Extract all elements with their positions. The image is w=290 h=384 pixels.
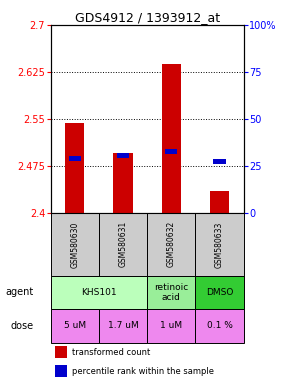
Text: 1.7 uM: 1.7 uM <box>108 321 138 330</box>
FancyBboxPatch shape <box>147 309 195 343</box>
Bar <box>162 64 181 213</box>
Text: KHS101: KHS101 <box>81 288 117 297</box>
FancyBboxPatch shape <box>99 309 147 343</box>
Bar <box>165 149 177 154</box>
Text: retinoic
acid: retinoic acid <box>154 283 188 302</box>
FancyBboxPatch shape <box>147 213 195 276</box>
Bar <box>55 346 67 358</box>
FancyBboxPatch shape <box>99 213 147 276</box>
Bar <box>69 156 81 161</box>
FancyBboxPatch shape <box>195 276 244 309</box>
Text: agent: agent <box>6 287 34 297</box>
Bar <box>210 191 229 213</box>
Text: 1 uM: 1 uM <box>160 321 182 330</box>
Text: GSM580632: GSM580632 <box>167 221 176 268</box>
Text: percentile rank within the sample: percentile rank within the sample <box>72 367 214 376</box>
Text: GSM580631: GSM580631 <box>119 221 128 268</box>
Text: GSM580633: GSM580633 <box>215 221 224 268</box>
Text: GSM580630: GSM580630 <box>70 221 79 268</box>
Bar <box>213 159 226 164</box>
Bar <box>113 154 133 213</box>
Bar <box>65 123 84 213</box>
FancyBboxPatch shape <box>51 309 99 343</box>
FancyBboxPatch shape <box>51 276 147 309</box>
Text: transformed count: transformed count <box>72 348 150 357</box>
Text: DMSO: DMSO <box>206 288 233 297</box>
Bar <box>117 153 129 157</box>
FancyBboxPatch shape <box>195 309 244 343</box>
Title: GDS4912 / 1393912_at: GDS4912 / 1393912_at <box>75 11 220 24</box>
Text: 5 uM: 5 uM <box>64 321 86 330</box>
FancyBboxPatch shape <box>147 276 195 309</box>
Text: 0.1 %: 0.1 % <box>206 321 232 330</box>
Bar <box>55 365 67 377</box>
FancyBboxPatch shape <box>51 213 99 276</box>
FancyBboxPatch shape <box>195 213 244 276</box>
Text: dose: dose <box>11 321 34 331</box>
